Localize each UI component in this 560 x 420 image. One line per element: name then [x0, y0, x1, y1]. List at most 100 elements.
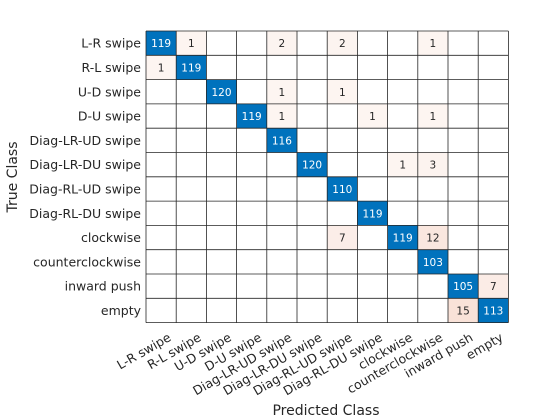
- matrix-cell: [357, 201, 388, 226]
- matrix-cell: [327, 274, 358, 299]
- matrix-cell: [146, 55, 177, 80]
- matrix-cell: [297, 103, 328, 129]
- matrix-cell: [327, 152, 358, 177]
- matrix-cell: [146, 152, 177, 177]
- matrix-cell: [297, 31, 328, 56]
- matrix-cell: [206, 128, 237, 153]
- row-label: L-R swipe: [81, 36, 141, 51]
- matrix-cell: [206, 176, 237, 202]
- matrix-cell: [357, 176, 388, 202]
- matrix-cell: [417, 274, 448, 299]
- matrix-cell: [357, 31, 388, 56]
- matrix-cell: [448, 298, 479, 323]
- matrix-cell: [387, 249, 418, 274]
- matrix-cell: [266, 128, 297, 153]
- matrix-cell: [478, 274, 509, 299]
- matrix-cell: [146, 31, 177, 56]
- matrix-cell: [327, 128, 358, 153]
- matrix-cell: [176, 249, 207, 274]
- row-label: counterclockwise: [33, 254, 141, 269]
- matrix-cell: [206, 201, 237, 226]
- matrix-cell: [357, 298, 388, 323]
- row-label: Diag-RL-DU swipe: [29, 206, 141, 221]
- matrix-cell: [236, 128, 267, 153]
- matrix-cell: [387, 31, 418, 56]
- cell-value: 1: [369, 111, 376, 123]
- matrix-cell: [327, 298, 358, 323]
- matrix-cell: [206, 103, 237, 129]
- matrix-cell: [387, 274, 418, 299]
- row-label: Diag-LR-UD swipe: [30, 133, 142, 148]
- matrix-cell: [448, 274, 479, 299]
- matrix-cell: [478, 225, 509, 250]
- matrix-cell: [478, 176, 509, 202]
- cell-value: 3: [430, 160, 437, 172]
- matrix-cell: [236, 103, 267, 129]
- matrix-cell: [206, 79, 237, 104]
- cell-value: 7: [490, 281, 497, 293]
- cell-value: 1: [279, 87, 286, 99]
- matrix-cell: [266, 55, 297, 80]
- matrix-cell: [357, 103, 388, 129]
- cell-value: 15: [456, 305, 469, 317]
- cell-value: 120: [211, 87, 231, 99]
- matrix-cell: [417, 79, 448, 104]
- matrix-cell: [478, 128, 509, 153]
- matrix-cell: [146, 79, 177, 104]
- matrix-cell: [176, 79, 207, 104]
- matrix-cell: [478, 249, 509, 274]
- matrix-cell: [146, 225, 177, 250]
- matrix-cell: [417, 55, 448, 80]
- matrix-cell: [448, 152, 479, 177]
- cell-value: 119: [393, 233, 413, 245]
- matrix-cell: [236, 79, 267, 104]
- cell-value: 7: [339, 233, 346, 245]
- row-label: U-D swipe: [78, 84, 141, 99]
- matrix-cell: [297, 201, 328, 226]
- cell-value: 1: [430, 111, 437, 123]
- matrix-cell: [448, 249, 479, 274]
- matrix-cell: [176, 298, 207, 323]
- matrix-cell: [357, 79, 388, 104]
- matrix-cell: [297, 152, 328, 177]
- matrix-cell: [357, 128, 388, 153]
- matrix-cell: [327, 176, 358, 202]
- cell-value: 1: [339, 87, 346, 99]
- matrix-cell: [478, 55, 509, 80]
- matrix-cell: [387, 152, 418, 177]
- row-label: Diag-RL-UD swipe: [29, 181, 141, 196]
- matrix-cell: [448, 176, 479, 202]
- matrix-cell: [266, 176, 297, 202]
- cell-value: 119: [362, 208, 382, 220]
- matrix-cell: [387, 79, 418, 104]
- x-axis-title: Predicted Class: [272, 403, 379, 419]
- y-axis-title: True Class: [5, 141, 21, 213]
- matrix-cell: [297, 128, 328, 153]
- matrix-cell: [417, 103, 448, 129]
- matrix-cell: [206, 274, 237, 299]
- matrix-cell: [206, 298, 237, 323]
- matrix-cell: [448, 55, 479, 80]
- matrix-gridlines: [145, 30, 509, 324]
- matrix-cell: [266, 103, 297, 129]
- matrix-cell: [387, 55, 418, 80]
- matrix-cell: [176, 225, 207, 250]
- matrix-cell: [206, 55, 237, 80]
- matrix-cell: [417, 128, 448, 153]
- cell-value: 12: [426, 233, 439, 245]
- matrix-cell: [176, 103, 207, 129]
- cell-value: 110: [332, 184, 352, 196]
- matrix-cell: [357, 274, 388, 299]
- matrix-cell: [387, 128, 418, 153]
- row-label: R-L swipe: [82, 60, 142, 75]
- matrix-cell: [417, 298, 448, 323]
- matrix-cell: [448, 225, 479, 250]
- matrix-cell: [266, 225, 297, 250]
- matrix-cell: [266, 152, 297, 177]
- matrix-cell: [448, 201, 479, 226]
- cell-value: 1: [399, 160, 406, 172]
- row-label: clockwise: [81, 230, 141, 245]
- matrix-cell: [236, 31, 267, 56]
